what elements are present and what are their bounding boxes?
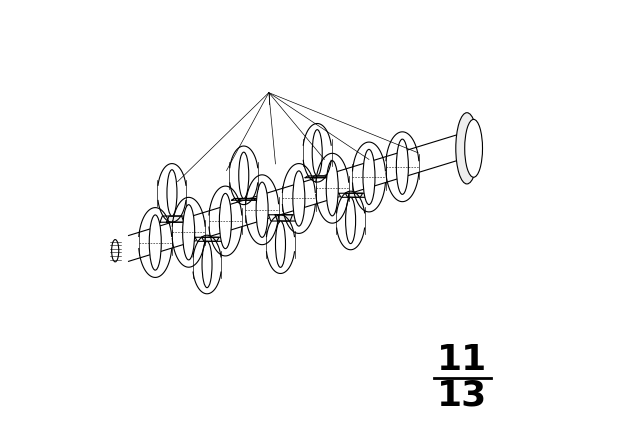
Ellipse shape — [396, 139, 408, 194]
Ellipse shape — [465, 119, 483, 177]
Text: 13: 13 — [437, 379, 488, 413]
Ellipse shape — [326, 161, 339, 216]
Ellipse shape — [363, 149, 375, 205]
Polygon shape — [166, 216, 191, 222]
Polygon shape — [268, 215, 292, 221]
Ellipse shape — [293, 171, 305, 226]
Polygon shape — [275, 215, 299, 221]
Ellipse shape — [220, 194, 232, 249]
Ellipse shape — [167, 170, 177, 216]
Polygon shape — [305, 176, 329, 178]
Ellipse shape — [456, 113, 478, 184]
Text: 11: 11 — [437, 343, 488, 377]
Polygon shape — [202, 237, 226, 241]
Polygon shape — [195, 237, 219, 241]
Polygon shape — [345, 193, 369, 197]
Polygon shape — [160, 216, 184, 222]
Ellipse shape — [346, 197, 356, 244]
Ellipse shape — [149, 215, 161, 270]
Polygon shape — [339, 193, 363, 197]
Ellipse shape — [111, 240, 119, 262]
Ellipse shape — [256, 182, 268, 237]
Ellipse shape — [202, 241, 212, 288]
Ellipse shape — [182, 205, 195, 260]
Ellipse shape — [239, 152, 249, 198]
Ellipse shape — [275, 221, 285, 267]
Polygon shape — [239, 198, 262, 200]
Polygon shape — [312, 176, 336, 178]
Ellipse shape — [312, 129, 322, 176]
Polygon shape — [232, 198, 256, 200]
